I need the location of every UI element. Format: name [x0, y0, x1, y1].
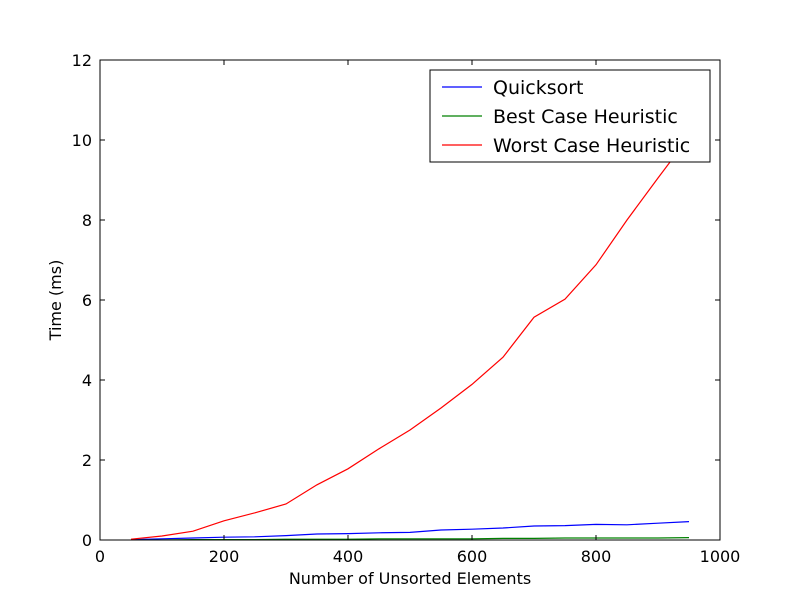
x-tick-label: 400 [333, 547, 364, 566]
y-tick-label: 8 [82, 211, 92, 230]
tick-layer: 0 200 400 600 800 1000 0 2 4 6 8 10 12 [72, 51, 741, 566]
y-tick-label: 2 [82, 451, 92, 470]
legend-label-1: Quicksort [493, 77, 584, 99]
legend-label-3: Worst Case Heuristic [493, 135, 690, 157]
y-tick-label: 6 [82, 291, 92, 310]
x-tick-label: 1000 [700, 547, 741, 566]
x-tick-label: 200 [209, 547, 240, 566]
series-line-3 [130, 136, 690, 540]
y-tick-label: 10 [72, 131, 92, 150]
plot-frame [99, 59, 721, 541]
y-axis-label: Time (ms) [46, 260, 65, 342]
y-tick-label: 0 [82, 531, 92, 550]
y-tick-label: 4 [82, 371, 92, 390]
y-tick-label: 12 [72, 51, 92, 70]
x-tick-label: 0 [95, 547, 105, 566]
x-axis-label: Number of Unsorted Elements [289, 569, 531, 588]
legend: Quicksort Best Case Heuristic Worst Case H… [429, 69, 711, 163]
legend-label-2: Best Case Heuristic [493, 106, 678, 128]
x-tick-label: 600 [457, 547, 488, 566]
x-tick-label: 800 [581, 547, 612, 566]
